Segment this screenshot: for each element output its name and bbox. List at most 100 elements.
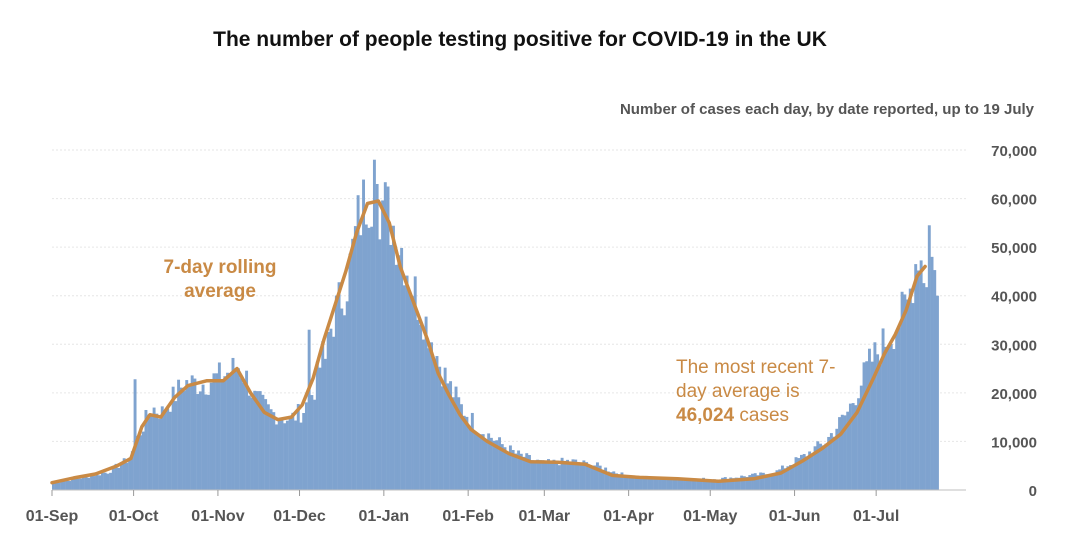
daily-case-bar (98, 475, 102, 490)
daily-case-bar (549, 461, 553, 490)
daily-case-bar (92, 476, 96, 490)
daily-case-bar (544, 462, 548, 490)
daily-case-bar (642, 477, 646, 490)
daily-case-bar (718, 479, 722, 490)
daily-case-bar (672, 479, 676, 490)
daily-case-bar (413, 276, 417, 490)
daily-case-bar (590, 465, 594, 490)
daily-case-bar (742, 476, 746, 490)
daily-case-bar (435, 356, 439, 490)
recent-average-value: 46,024 (676, 405, 735, 426)
daily-case-bar (538, 460, 542, 490)
daily-case-bar (563, 460, 567, 490)
daily-case-bar (541, 460, 545, 490)
daily-case-bar (582, 460, 586, 490)
daily-case-bar (201, 384, 205, 490)
daily-case-bar (498, 437, 501, 490)
daily-case-bar (326, 332, 330, 490)
daily-case-bar (601, 469, 605, 490)
daily-case-bar (639, 476, 643, 490)
daily-case-bar (677, 479, 681, 490)
y-tick-label: 30,000 (991, 337, 1037, 354)
daily-case-bar (930, 256, 934, 490)
daily-case-bar (508, 445, 512, 490)
daily-case-bar (634, 475, 637, 490)
daily-case-bar (351, 238, 355, 490)
daily-case-bar (840, 414, 844, 490)
daily-case-bar (141, 431, 145, 490)
daily-case-bar (405, 275, 409, 490)
daily-case-bar (617, 475, 621, 490)
daily-case-bar (479, 434, 482, 490)
daily-case-bar (266, 404, 270, 490)
daily-case-bar (530, 460, 534, 490)
daily-case-bar (125, 462, 129, 490)
daily-case-bar (536, 459, 540, 490)
rolling-average-polyline (50, 199, 927, 485)
daily-case-bar (245, 370, 249, 490)
daily-case-bar (343, 315, 346, 490)
daily-case-bar (313, 399, 317, 490)
x-tick-label: 01-Oct (109, 508, 159, 525)
daily-case-bar (476, 434, 480, 490)
daily-case-bar (704, 480, 708, 490)
daily-case-bar (109, 472, 113, 490)
daily-case-bar (764, 474, 768, 490)
daily-case-bar (190, 375, 194, 490)
daily-case-bar (136, 435, 140, 490)
chart-title: The number of people testing positive fo… (213, 28, 827, 51)
daily-case-bar (732, 478, 735, 490)
daily-case-bar (155, 413, 159, 490)
daily-case-bar (90, 475, 93, 490)
daily-case-bar (79, 478, 83, 490)
daily-case-bar (892, 349, 896, 490)
daily-case-bar (168, 411, 172, 490)
daily-case-bar (95, 473, 99, 490)
daily-case-bar (797, 458, 801, 490)
daily-case-bar (805, 456, 809, 490)
daily-case-bar (876, 354, 880, 490)
daily-case-bar (321, 341, 325, 490)
daily-case-bar (922, 283, 926, 490)
daily-case-bar (664, 477, 667, 490)
daily-case-bar (408, 292, 412, 490)
daily-case-bar (721, 477, 725, 490)
daily-case-bar (419, 324, 423, 490)
daily-case-bar (906, 299, 909, 490)
rolling-average-annotation: 7-day rolling average (140, 256, 300, 304)
daily-case-bar (767, 475, 771, 490)
rolling-average-line (50, 199, 927, 485)
daily-case-bar (65, 480, 69, 490)
daily-case-bar (916, 270, 920, 490)
x-axis: 01-Sep 01-Oct 01-Nov 01-Dec 01-Jan 01-Feb 01-M… (26, 489, 966, 525)
daily-case-bar (604, 467, 608, 490)
daily-case-bar (84, 476, 88, 490)
daily-case-bar (596, 462, 599, 490)
daily-case-bar (57, 482, 61, 490)
daily-case-bar (334, 295, 338, 490)
daily-case-bar (889, 343, 893, 490)
daily-case-bar (897, 327, 901, 490)
daily-case-bar (247, 395, 251, 490)
daily-case-bar (555, 462, 559, 490)
daily-case-bar (460, 404, 463, 490)
daily-case-bar (468, 425, 472, 490)
daily-case-bar (568, 461, 572, 490)
daily-case-bar (256, 391, 259, 490)
daily-case-bar (198, 391, 202, 490)
daily-case-bar (819, 443, 822, 490)
daily-case-bar (285, 420, 289, 490)
daily-case-bar (914, 264, 918, 490)
daily-case-bar (791, 464, 795, 490)
y-tick-label: 40,000 (991, 289, 1037, 306)
y-tick-label: 50,000 (991, 240, 1037, 257)
daily-case-bar (179, 387, 183, 490)
daily-case-bar (631, 477, 635, 490)
recent-average-suffix: cases (734, 405, 790, 426)
daily-case-bar (239, 378, 243, 490)
daily-case-bar (696, 479, 700, 490)
daily-case-bar (392, 225, 395, 491)
daily-case-bar (829, 433, 833, 490)
daily-case-bar (185, 380, 189, 490)
daily-case-bar (310, 395, 314, 490)
